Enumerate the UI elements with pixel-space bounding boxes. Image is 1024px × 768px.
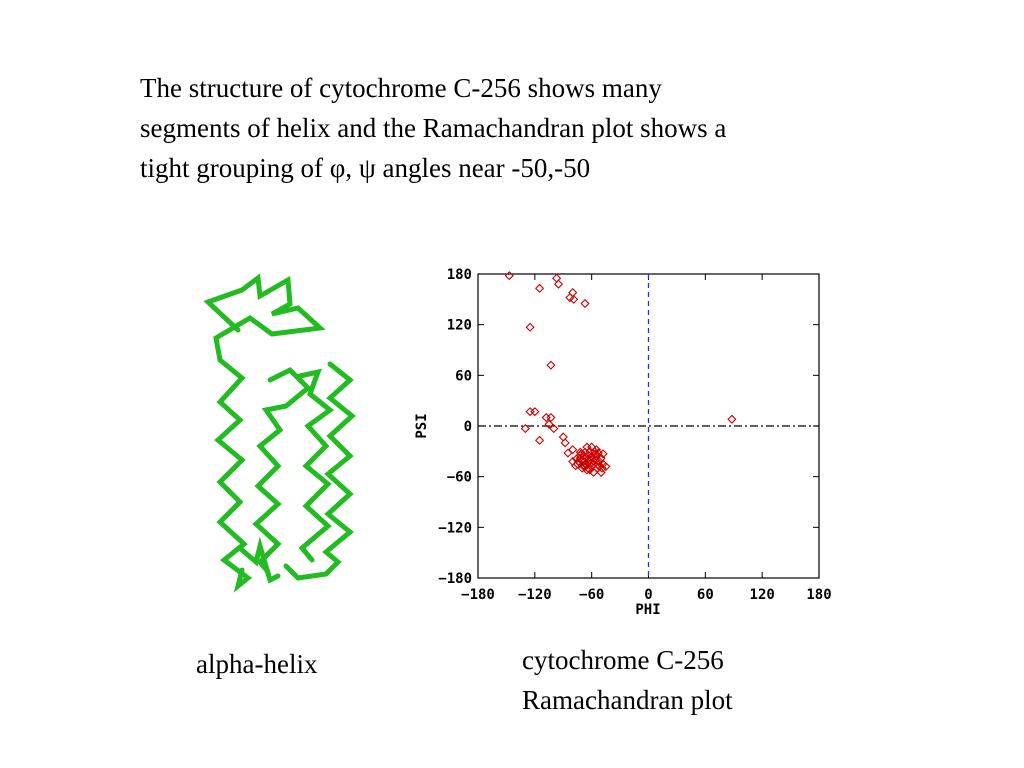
data-point [546, 412, 556, 423]
data-point [568, 445, 578, 455]
y-tick-label: 120 [447, 318, 472, 334]
y-tick-label: 0 [464, 419, 472, 435]
data-point [578, 461, 588, 471]
data-point [563, 448, 573, 458]
data-point [549, 423, 559, 434]
data-point [546, 360, 556, 370]
x-axis-label: PHI [635, 602, 660, 618]
y-axis-label: PSI [414, 413, 430, 438]
data-point [585, 465, 595, 475]
data-point [534, 435, 545, 445]
data-point [525, 322, 535, 332]
helix-caption: alpha-helix [196, 649, 318, 679]
x-tick-label: 0 [644, 587, 652, 603]
data-point [569, 294, 579, 304]
x-tick-label: 180 [806, 587, 831, 603]
data-point [534, 283, 545, 293]
data-point [589, 446, 600, 456]
data-point [530, 407, 540, 417]
y-tick-label: −180 [438, 571, 472, 587]
plot-caption: cytochrome C-256 Ramachandran plot [522, 640, 733, 720]
data-point [570, 461, 581, 471]
x-tick-label: −120 [518, 587, 552, 603]
helix-strand [239, 536, 281, 584]
plot-caption-line-2: Ramachandran plot [522, 685, 733, 715]
helix-strand [252, 366, 312, 575]
y-tick-label: −120 [438, 520, 472, 536]
data-point [553, 279, 564, 289]
data-point [571, 454, 582, 464]
data-point [727, 414, 737, 424]
y-tick-label: 60 [455, 368, 472, 384]
data-point [594, 456, 604, 467]
ramachandran-plot: −180 −120 −60 0 60 120 180 −180 −120 −60 0 60 120 180… [414, 267, 832, 618]
data-point [565, 293, 575, 303]
helix-strand [203, 273, 326, 593]
data-point [568, 287, 578, 298]
data-point [560, 438, 570, 448]
data-point [588, 467, 599, 478]
x-tick-label: −60 [579, 587, 604, 603]
x-tick-label: 60 [697, 587, 714, 603]
intro-line-2: segments of helix and the Ramachandran p… [140, 113, 727, 143]
helix-strand [297, 368, 335, 563]
intro-text: The structure of cytochrome C-256 shows … [140, 68, 920, 188]
x-tick-label: 120 [750, 587, 775, 603]
data-point [520, 423, 530, 434]
x-tick-label: −180 [461, 587, 495, 603]
data-point [580, 298, 590, 309]
y-tick-label: 180 [447, 267, 472, 283]
data-point [504, 271, 514, 281]
plot-caption-line-1: cytochrome C-256 [522, 645, 724, 675]
data-point [525, 407, 535, 417]
data-point [597, 463, 607, 473]
intro-line-3: tight grouping of φ, ψ angles near -50,-… [140, 153, 591, 183]
intro-line-1: The structure of cytochrome C-256 shows … [140, 73, 662, 103]
alpha-helix-image [203, 273, 356, 593]
data-point [544, 419, 554, 429]
helix-strand [283, 361, 356, 581]
data-point [598, 449, 608, 459]
data-point [581, 460, 591, 470]
data-point [575, 447, 585, 457]
y-tick-label: −60 [447, 470, 472, 486]
